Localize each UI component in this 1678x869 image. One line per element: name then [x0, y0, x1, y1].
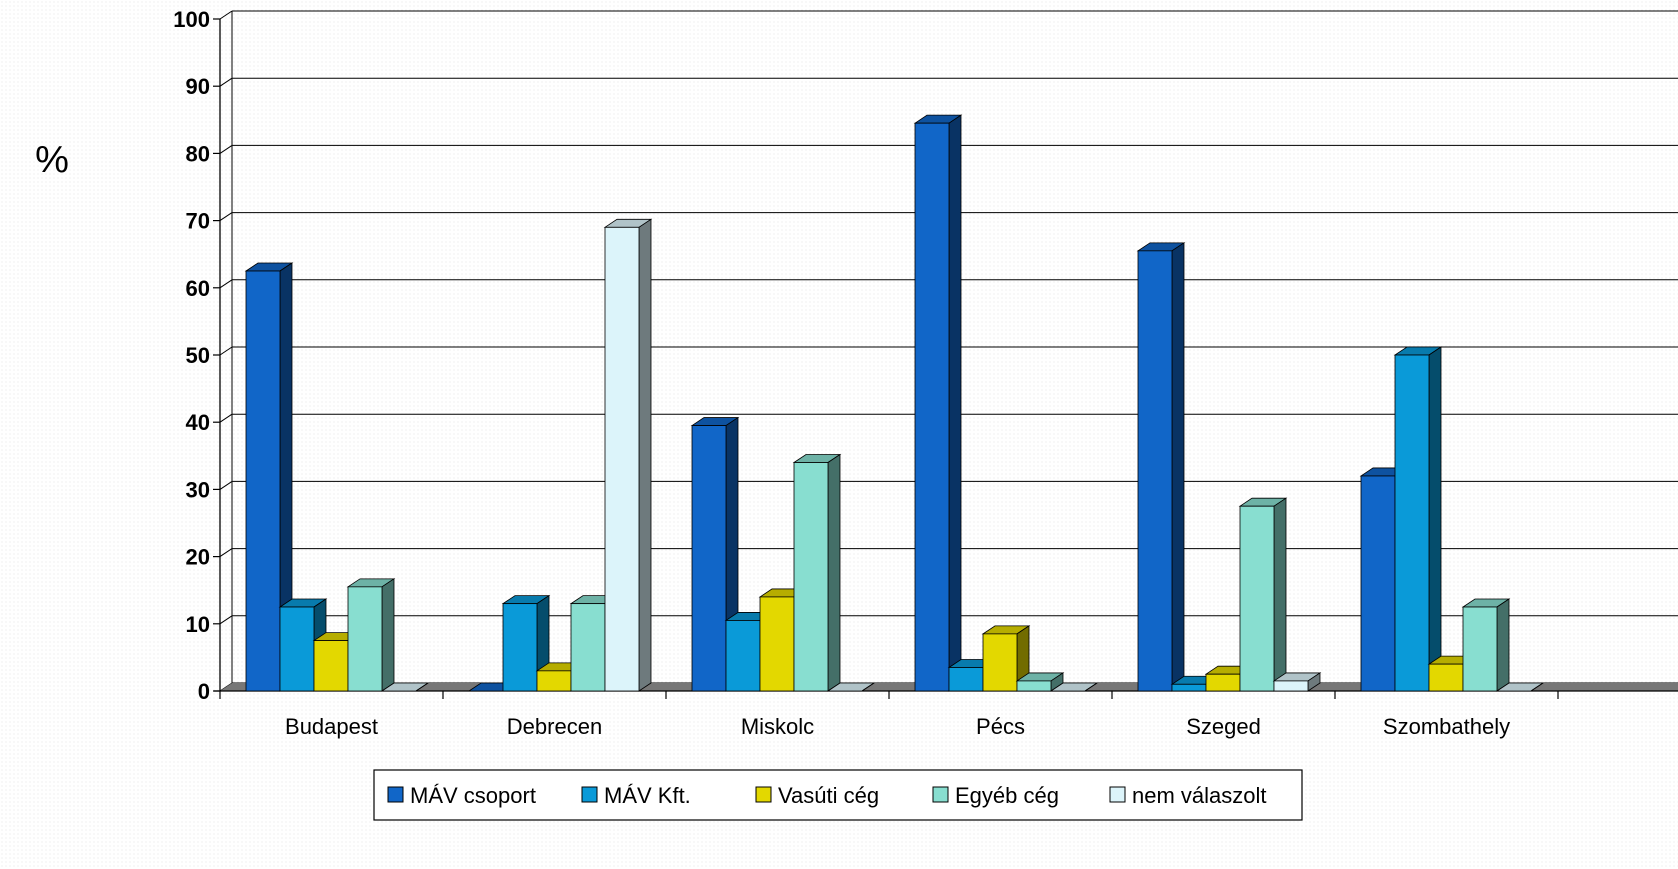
side-wall-line	[219, 346, 233, 356]
bar	[1272, 672, 1322, 692]
legend: MÁV csoport MÁV Kft. Vasúti cég Egyéb cég ne…	[373, 769, 1303, 821]
legend-label: nem válaszolt	[1132, 783, 1267, 808]
legend-swatch	[932, 786, 949, 803]
bar	[792, 453, 842, 692]
bar	[244, 262, 294, 692]
legend-item: MÁV Kft.	[581, 783, 691, 808]
bar	[1495, 682, 1545, 692]
legend-swatch	[387, 786, 404, 803]
legend-label: MÁV Kft.	[604, 783, 691, 808]
y-tick-label: 20	[186, 545, 210, 570]
y-tick-label: 80	[186, 141, 210, 166]
legend-item: Egyéb cég	[932, 783, 1059, 808]
legend-swatch	[1109, 786, 1126, 803]
bar	[346, 578, 396, 692]
legend-label: MÁV csoport	[410, 783, 536, 808]
side-wall-line	[219, 144, 233, 154]
legend-item: MÁV csoport	[387, 783, 536, 808]
y-tick-label: 70	[186, 209, 210, 234]
legend-item: nem válaszolt	[1109, 783, 1267, 808]
side-wall-line	[219, 279, 233, 289]
bar	[380, 682, 430, 692]
legend-item: Vasúti cég	[755, 783, 879, 808]
y-tick-label: 40	[186, 410, 210, 435]
y-tick-label: 100	[173, 7, 210, 32]
y-tick-label: 0	[198, 679, 210, 704]
bars	[244, 114, 1545, 692]
x-tick-label: Debrecen	[507, 714, 602, 739]
bar	[1049, 682, 1099, 692]
y-unit-label: %	[35, 139, 69, 181]
bar	[1461, 598, 1511, 692]
axis-labels: 0 10 20 30 40 50 60 70 80 90 100 Budapest Debrecen Mi…	[173, 7, 1510, 739]
side-wall-line	[219, 615, 233, 625]
y-tick-label: 90	[186, 74, 210, 99]
legend-label: Egyéb cég	[955, 783, 1059, 808]
bar	[913, 114, 963, 692]
x-tick-label: Miskolc	[741, 714, 814, 739]
side-wall-line	[219, 480, 233, 490]
y-tick-label: 50	[186, 343, 210, 368]
legend-box	[373, 769, 1303, 821]
y-tick-label: 30	[186, 477, 210, 502]
legend-swatch	[755, 786, 772, 803]
y-tick-label: 60	[186, 276, 210, 301]
bar	[603, 218, 653, 692]
side-wall-line	[219, 10, 233, 20]
x-tick-label: Budapest	[285, 714, 378, 739]
x-tick-label: Pécs	[976, 714, 1025, 739]
bar	[1393, 346, 1443, 692]
bar	[690, 416, 740, 692]
side-wall-line	[219, 413, 233, 423]
bar	[501, 594, 551, 692]
bar	[1136, 242, 1186, 692]
side-wall-line	[219, 548, 233, 558]
x-tick-label: Szeged	[1186, 714, 1261, 739]
legend-label: Vasúti cég	[778, 783, 879, 808]
bar	[1238, 497, 1288, 692]
side-wall-line	[219, 77, 233, 87]
legend-swatch	[581, 786, 598, 803]
y-tick-label: 10	[186, 612, 210, 637]
side-wall-line	[219, 212, 233, 222]
bar	[826, 682, 876, 692]
x-tick-label: Szombathely	[1383, 714, 1510, 739]
